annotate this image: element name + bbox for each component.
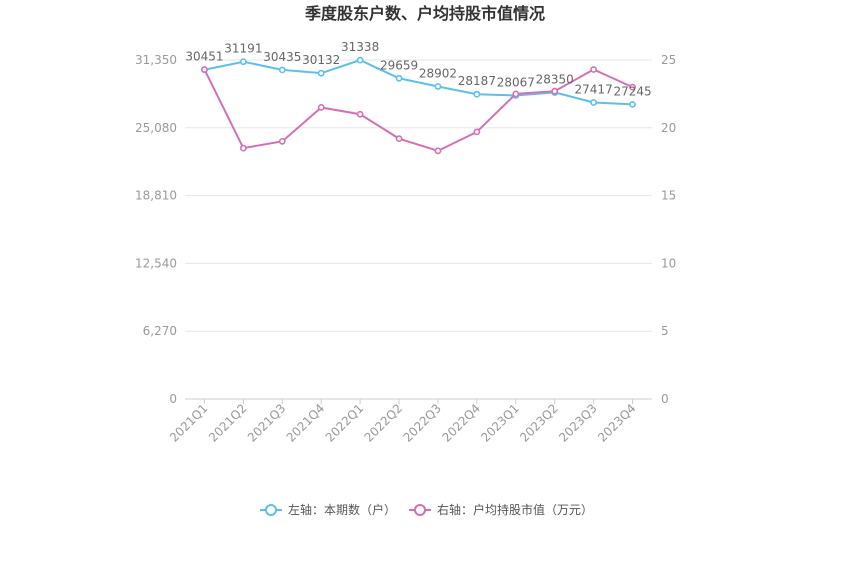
- chart-title: 季度股东户数、户均持股市值情况: [304, 4, 545, 23]
- axes: 0 6,270 12,540 18,810 25,080 31,350 0 5 10 15 20 25…: [135, 53, 676, 445]
- right-axis-tick-label: 25: [661, 53, 676, 67]
- series-line-holder-count: [204, 59, 633, 106]
- data-point[interactable]: [201, 66, 208, 73]
- x-tick-label: 2021Q3: [245, 401, 289, 445]
- legend-swatch-marker: [265, 504, 277, 516]
- data-label: 28187: [458, 74, 496, 88]
- x-tick-label: 2022Q3: [401, 401, 445, 445]
- data-label: 27245: [613, 84, 651, 98]
- data-point[interactable]: [239, 144, 247, 152]
- data-point[interactable]: [590, 66, 598, 73]
- legend-swatch-marker: [414, 504, 426, 516]
- data-point[interactable]: [239, 58, 247, 66]
- data-point[interactable]: [512, 90, 520, 98]
- data-point[interactable]: [395, 74, 403, 82]
- data-label: 31338: [341, 40, 379, 54]
- x-tick-label: 2023Q3: [556, 401, 600, 445]
- data-point[interactable]: [356, 110, 364, 118]
- legend[interactable]: 左轴：本期数（户） 右轴：户均持股市值（万元）: [260, 502, 593, 517]
- grid-lines: [185, 59, 652, 400]
- data-point[interactable]: [434, 147, 442, 155]
- series-line-avg-holding-value: [203, 68, 633, 152]
- data-label: 28067: [497, 76, 535, 90]
- data-label: 30451: [185, 50, 223, 64]
- data-point[interactable]: [395, 135, 403, 143]
- series: [201, 56, 636, 155]
- data-point[interactable]: [317, 69, 325, 77]
- right-axis-tick-label: 15: [661, 189, 676, 203]
- data-point[interactable]: [434, 83, 442, 90]
- data-point[interactable]: [317, 104, 325, 111]
- right-axis-tick-label: 20: [661, 121, 676, 135]
- data-label: 30132: [302, 53, 340, 67]
- legend-item[interactable]: 左轴：本期数（户）: [260, 502, 396, 517]
- x-tick-label: 2022Q4: [439, 401, 483, 445]
- x-tick-label: 2023Q4: [595, 401, 639, 445]
- x-tick-label: 2023Q1: [478, 401, 522, 445]
- right-axis-tick-label: 5: [661, 324, 669, 338]
- x-tick-label: 2022Q1: [323, 401, 367, 445]
- data-point[interactable]: [629, 100, 636, 108]
- data-point[interactable]: [473, 128, 481, 136]
- data-point[interactable]: [590, 99, 598, 106]
- data-label: 28350: [536, 72, 574, 86]
- data-point[interactable]: [473, 90, 481, 98]
- data-label: 30435: [263, 50, 301, 64]
- data-point[interactable]: [356, 56, 364, 64]
- x-tick-label: 2021Q1: [167, 401, 211, 445]
- legend-label: 右轴：户均持股市值（万元）: [437, 502, 593, 517]
- data-label: 28902: [419, 66, 457, 80]
- data-point[interactable]: [629, 83, 636, 91]
- data-point[interactable]: [278, 66, 286, 74]
- legend-label: 左轴：本期数（户）: [288, 502, 396, 517]
- data-point[interactable]: [551, 87, 559, 95]
- left-axis-tick-label: 0: [169, 392, 177, 406]
- x-tick-label: 2021Q2: [206, 401, 250, 445]
- left-axis-tick-label: 6,270: [143, 324, 177, 338]
- right-axis-tick-label: 10: [661, 256, 676, 270]
- left-axis-tick-label: 25,080: [135, 121, 177, 135]
- x-tick-label: 2023Q2: [517, 401, 561, 445]
- left-axis-tick-label: 31,350: [135, 53, 177, 67]
- data-label: 27417: [575, 83, 613, 97]
- x-tick-label: 2021Q4: [284, 401, 328, 445]
- data-label: 31191: [224, 42, 262, 56]
- legend-item[interactable]: 右轴：户均持股市值（万元）: [409, 502, 593, 517]
- x-tick-label: 2022Q2: [362, 401, 406, 445]
- right-axis-tick-label: 0: [661, 392, 669, 406]
- data-point[interactable]: [278, 137, 286, 145]
- data-label: 29659: [380, 58, 418, 72]
- left-axis-tick-label: 12,540: [135, 256, 177, 270]
- left-axis-tick-label: 18,810: [135, 189, 177, 203]
